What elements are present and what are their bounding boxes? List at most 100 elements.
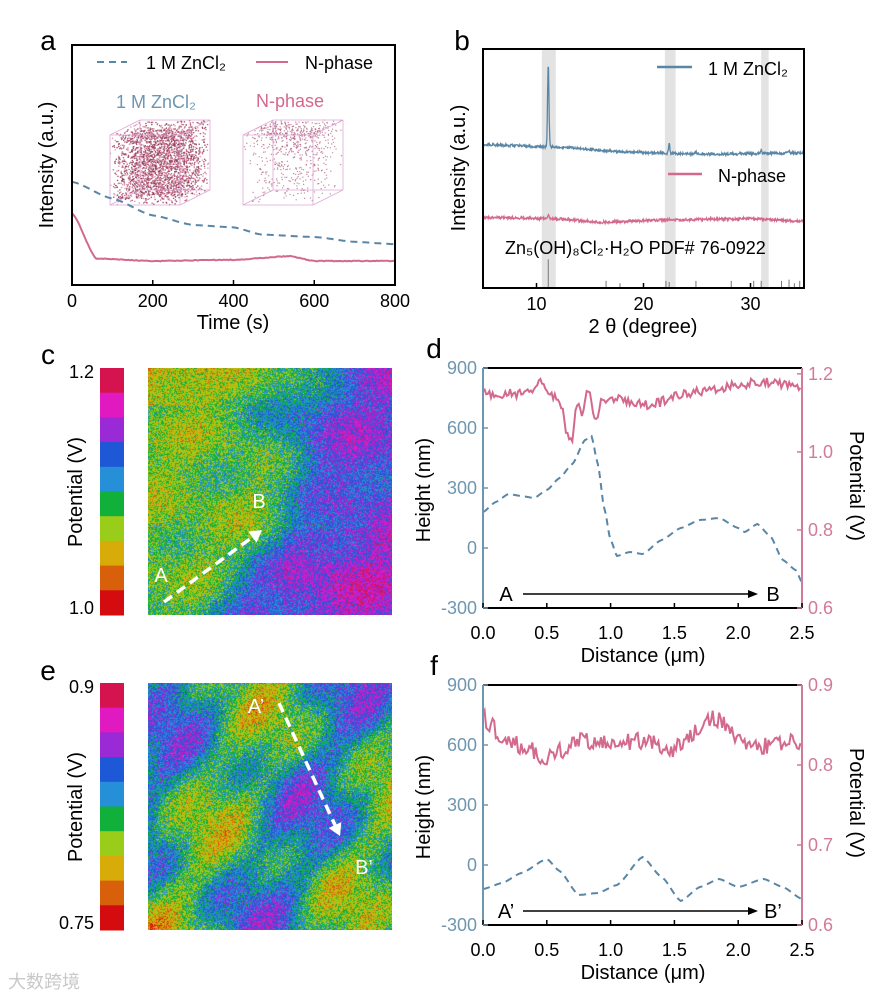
cube-dot [128, 164, 130, 167]
cube-dot [174, 191, 177, 194]
cube-dot [123, 184, 126, 186]
cube-dot [152, 168, 155, 170]
cube-dot [143, 175, 145, 177]
cube-dot [182, 142, 185, 144]
cube-dot [154, 171, 157, 173]
cube-dot [160, 162, 163, 164]
cube-dot [194, 154, 197, 157]
cube-dot [134, 129, 137, 132]
cube-dot [190, 154, 193, 156]
cube-dot [128, 185, 131, 188]
cube-dot [145, 147, 148, 150]
cube-dot [125, 183, 128, 186]
cube-dot [196, 135, 198, 138]
cube-dot [196, 170, 198, 172]
cube-dot [170, 172, 173, 175]
cube-dot [173, 158, 175, 161]
cube-dot [166, 152, 168, 154]
cube-dot [182, 179, 185, 181]
cube-dot [148, 121, 151, 123]
cube-dot [190, 181, 193, 183]
cube-dot [175, 165, 178, 168]
cube-dot [114, 186, 116, 189]
cube-dot [121, 150, 124, 153]
cube-dot [119, 195, 122, 198]
cube-dot [123, 168, 126, 170]
cube-dot [134, 169, 137, 172]
cube-dot [177, 179, 180, 181]
cube-dot [196, 166, 198, 168]
cube-dot [150, 140, 152, 143]
cube-dot [201, 152, 204, 155]
cube-dot [182, 144, 184, 147]
cube-dot [174, 161, 177, 164]
cube-dot [114, 172, 116, 174]
cube-dot [186, 137, 189, 140]
cube-dot [140, 169, 143, 172]
cube-dot [197, 165, 200, 168]
cube-dot [173, 193, 176, 196]
cube-dot [132, 180, 134, 182]
cube-dot [182, 136, 184, 139]
cube-dot [170, 169, 173, 171]
cube-dot [156, 158, 158, 160]
cube-dot [144, 201, 146, 203]
cube-dot [204, 159, 207, 162]
cube-dot [144, 177, 147, 180]
cube-dot [206, 163, 209, 166]
cube-dot [122, 166, 125, 168]
cube-dot [154, 198, 156, 201]
cube-dot [168, 179, 170, 182]
cube-dot [180, 184, 183, 186]
cube-dot [154, 150, 157, 153]
cube-dot [205, 146, 208, 148]
cube-dot [123, 181, 126, 184]
cube-dot [187, 159, 190, 161]
cube-dot [151, 150, 153, 153]
cube-dot [174, 155, 177, 157]
cube-dot [113, 144, 115, 147]
cube-dot [183, 167, 186, 170]
cube-dot [153, 149, 156, 151]
cube-dot [193, 165, 195, 168]
cube-dot [140, 164, 142, 166]
cube-dot [116, 146, 118, 149]
cube-dot [151, 180, 154, 182]
cube-dot [207, 167, 209, 169]
cube-dot [166, 129, 169, 131]
cube-dot [136, 186, 138, 189]
cube-dot [144, 171, 146, 173]
cube-dot [112, 185, 115, 188]
cube-dot [198, 152, 201, 155]
cube-dot [136, 123, 138, 126]
panel-label-e: e [40, 655, 56, 686]
cube-dot [114, 193, 116, 196]
cube-dot [142, 182, 145, 185]
cube-dot [151, 160, 154, 163]
cube-dot [192, 142, 194, 145]
cube-dot [159, 172, 162, 174]
cube-dot [121, 174, 124, 177]
cube-dot [169, 146, 172, 149]
cube-dot [149, 127, 151, 130]
cube-dot [130, 195, 133, 197]
cube-dot [140, 185, 142, 187]
cube-dot [142, 166, 145, 169]
cube-dot [174, 131, 177, 134]
cube-dot [194, 183, 196, 185]
cube-dot [177, 183, 179, 186]
marker-a-prime: A’ [248, 696, 264, 718]
cube-dot [150, 121, 153, 124]
cube-dot [124, 172, 127, 175]
cube-dot [172, 137, 174, 140]
cube-dot [175, 142, 178, 144]
cube-dot [121, 196, 124, 199]
cube-dot [166, 178, 168, 181]
cube-dot [183, 182, 185, 185]
cube-dot [199, 155, 202, 158]
cube-dot [182, 169, 185, 172]
cube-dot [160, 145, 163, 148]
cube-dot [117, 165, 120, 167]
cube-dot [189, 190, 192, 192]
